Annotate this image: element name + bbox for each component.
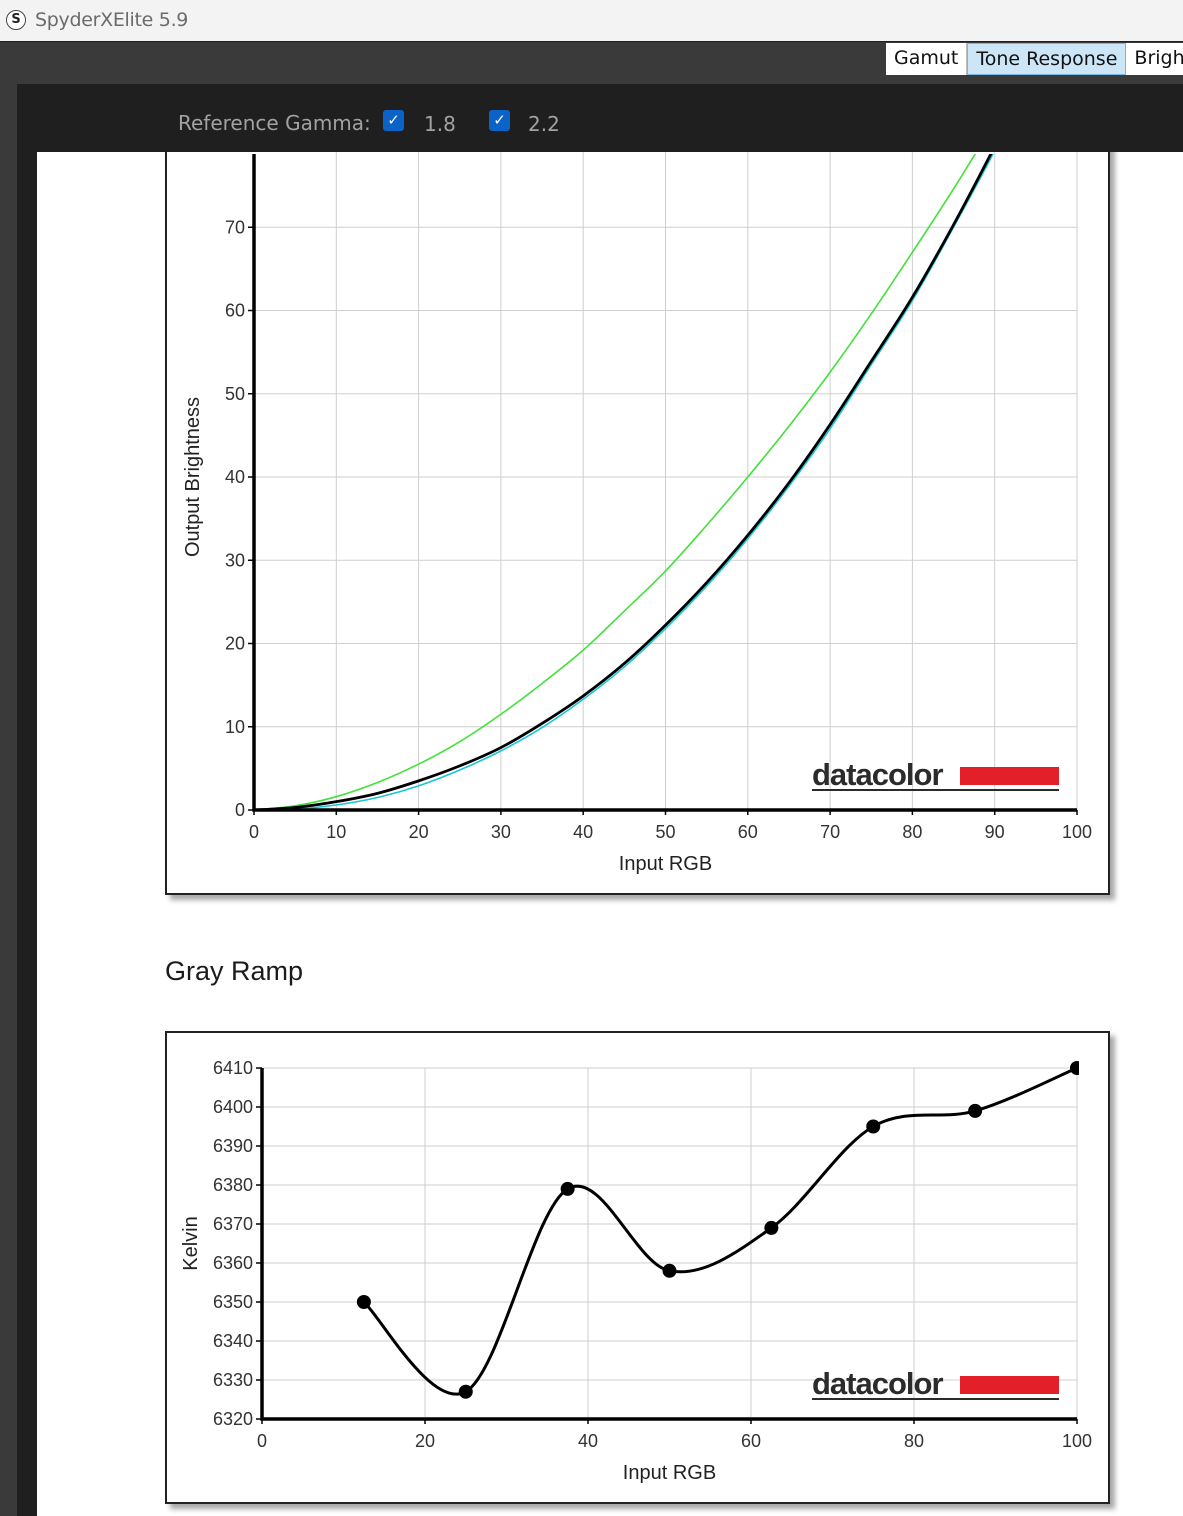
y-tick-label: 70 [225, 217, 245, 237]
gamma-1-8-checkbox[interactable]: ✓ [383, 110, 404, 131]
datacolor-logo-bar [960, 767, 1059, 785]
toolbar-overlay: Reference Gamma: ✓ 1.8 ✓ 2.2 [37, 84, 1183, 152]
gray-ramp-title: Gray Ramp [165, 956, 304, 986]
tab-brightness[interactable]: Bright [1134, 47, 1183, 69]
x-tick-label: 90 [985, 822, 1005, 842]
left-sidebar-inner [17, 84, 37, 1516]
datacolor-logo-text: datacolor [812, 757, 943, 792]
left-sidebar [0, 84, 17, 1516]
y-tick-label: 6330 [213, 1370, 253, 1390]
y-tick-label: 10 [225, 717, 245, 737]
y-tick-label: 40 [225, 467, 245, 487]
tab-strip: Gamut Tone Response Bright [886, 43, 1183, 75]
y-tick-label: 30 [225, 550, 245, 570]
x-tick-label: 40 [578, 1431, 598, 1451]
y-tick-label: 60 [225, 301, 245, 321]
y-tick-label: 0 [235, 800, 245, 820]
x-tick-label: 80 [902, 822, 922, 842]
y-tick-label: 6350 [213, 1292, 253, 1312]
x-axis-title: Input RGB [623, 1462, 716, 1484]
app-logo-icon: S [6, 10, 26, 30]
data-point [866, 1119, 881, 1134]
x-tick-label: 30 [491, 822, 511, 842]
x-axis-title: Input RGB [619, 853, 712, 875]
x-tick-label: 10 [326, 822, 346, 842]
gamma-1-8-label: 1.8 [424, 112, 456, 136]
y-tick-label: 20 [225, 634, 245, 654]
x-tick-label: 60 [738, 822, 758, 842]
x-tick-label: 0 [249, 822, 259, 842]
datacolor-logo-bar [960, 1376, 1059, 1394]
checkmark-icon: ✓ [387, 111, 400, 129]
checkmark-icon: ✓ [493, 111, 506, 129]
x-tick-label: 70 [820, 822, 840, 842]
data-point [764, 1220, 779, 1235]
gamma-2-2-label: 2.2 [528, 112, 560, 136]
datacolor-logo-text: datacolor [812, 1366, 943, 1401]
x-tick-label: 80 [904, 1431, 924, 1451]
y-tick-label: 6390 [213, 1136, 253, 1156]
tab-gamut[interactable]: Gamut [886, 43, 968, 75]
data-point [662, 1263, 677, 1278]
x-tick-label: 100 [1062, 1431, 1092, 1451]
x-tick-label: 20 [415, 1431, 435, 1451]
x-tick-label: 60 [741, 1431, 761, 1451]
x-tick-label: 20 [409, 822, 429, 842]
tab-tone-response[interactable]: Tone Response [967, 43, 1127, 75]
series-line-0 [254, 154, 977, 810]
y-tick-label: 6410 [213, 1058, 253, 1078]
series-line-2 [254, 154, 993, 810]
y-tick-label: 50 [225, 384, 245, 404]
data-point [356, 1295, 371, 1309]
y-axis-title: Kelvin [180, 1216, 202, 1270]
window-title: SpyderXElite 5.9 [35, 9, 189, 31]
y-tick-label: 6400 [213, 1097, 253, 1117]
gray-ramp-chart: 0 20 40 60 80 100 6320 6330 6340 6350 6360 6370 6380… [180, 1058, 1092, 1484]
gamma-2-2-checkbox[interactable]: ✓ [489, 110, 510, 131]
reference-gamma-label: Reference Gamma: [178, 111, 371, 135]
y-tick-label: 6360 [213, 1253, 253, 1273]
series-line-0 [362, 1066, 1079, 1396]
y-tick-label: 6340 [213, 1331, 253, 1351]
x-tick-label: 40 [573, 822, 593, 842]
data-point [968, 1103, 983, 1118]
y-tick-label: 6380 [213, 1175, 253, 1195]
title-bar: S SpyderXElite 5.9 [0, 0, 1183, 41]
data-point [458, 1384, 473, 1399]
data-point [1070, 1061, 1079, 1075]
tone-response-panel: 0 10 20 30 40 50 60 70 80 90 100 0 10 20 30 40 50 60 70 Inp… [165, 140, 1110, 895]
y-tick-label: 6320 [213, 1409, 253, 1429]
x-tick-label: 100 [1062, 822, 1092, 842]
x-tick-label: 50 [655, 822, 675, 842]
y-tick-label: 6370 [213, 1214, 253, 1234]
gray-ramp-panel: 0 20 40 60 80 100 6320 6330 6340 6350 6360 6370 6380… [165, 1031, 1110, 1504]
data-point [560, 1181, 575, 1196]
tone-response-chart: 0 10 20 30 40 50 60 70 80 90 100 0 10 20 30 40 50 60 70 Inp… [182, 144, 1092, 875]
y-axis-title: Output Brightness [182, 397, 204, 557]
x-tick-label: 0 [257, 1431, 267, 1451]
